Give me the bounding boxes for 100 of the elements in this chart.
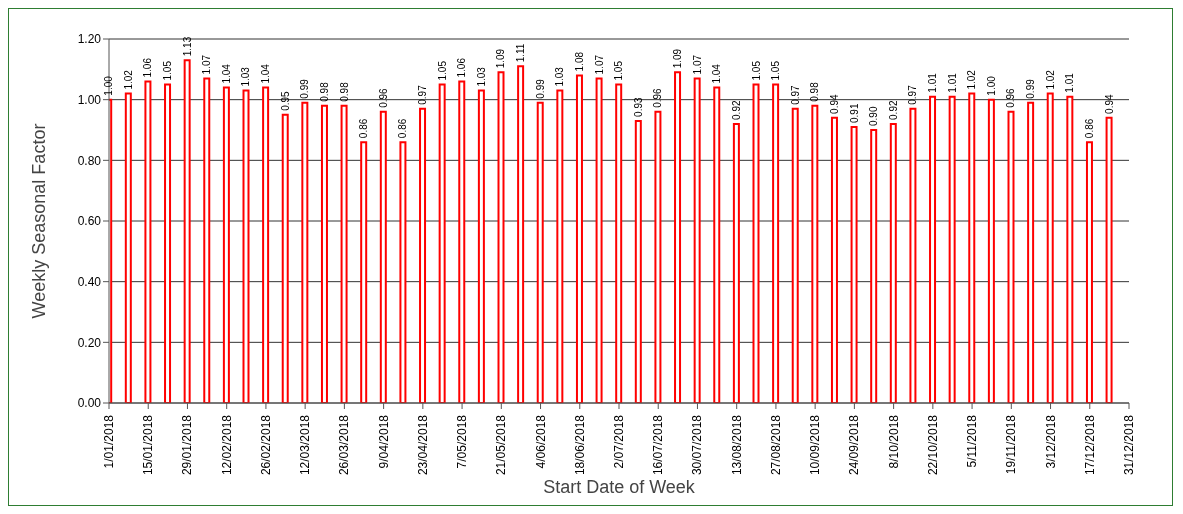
bar (654, 110, 662, 403)
bar (222, 86, 230, 403)
data-label: 0.96 (652, 87, 664, 108)
data-label: 1.04 (260, 63, 272, 84)
data-label: 0.93 (632, 97, 644, 117)
data-label: 0.97 (417, 84, 429, 105)
data-label: 1.08 (573, 51, 585, 72)
data-label: 1.06 (456, 57, 468, 78)
data-label: 1.09 (495, 48, 507, 69)
data-label: 0.94 (1103, 93, 1115, 114)
bar (987, 98, 995, 403)
x-tick-label: 8/10/2018 (886, 414, 901, 469)
bar (164, 83, 172, 403)
data-label: 1.02 (966, 69, 978, 90)
bar (732, 122, 740, 403)
data-label: 1.01 (946, 72, 958, 93)
x-tick-label: 12/02/2018 (219, 414, 234, 476)
x-tick-label: 15/01/2018 (141, 414, 156, 476)
x-tick-label: 31/12/2018 (1122, 414, 1136, 476)
y-tick-label: 0.40 (77, 274, 102, 289)
bar (536, 101, 544, 403)
bar (340, 104, 348, 403)
data-label: 0.95 (279, 90, 291, 111)
data-label: 1.03 (240, 66, 252, 87)
bar (811, 104, 819, 403)
y-tick-label: 0.80 (77, 153, 102, 168)
x-tick-label: 9/04/2018 (376, 414, 391, 469)
bar (889, 122, 897, 403)
data-label: 1.13 (181, 36, 193, 57)
bar (556, 89, 564, 403)
bar (124, 92, 132, 403)
bar (752, 83, 760, 403)
x-tick-label: 7/05/2018 (455, 414, 470, 469)
bar (870, 129, 878, 403)
data-label: 0.98 (809, 81, 821, 102)
data-label: 1.05 (162, 60, 174, 81)
x-tick-label: 10/09/2018 (808, 414, 823, 476)
bar (242, 89, 250, 403)
x-tick-label: 2/07/2018 (612, 414, 626, 469)
bar (830, 116, 838, 403)
bar (948, 95, 956, 403)
bar (634, 119, 642, 403)
bar (791, 107, 799, 403)
bar (1085, 141, 1093, 403)
bar (1105, 116, 1113, 403)
bar (1027, 101, 1035, 403)
x-tick-label: 19/11/2018 (1004, 414, 1019, 475)
bar (360, 141, 368, 403)
data-label: 0.99 (534, 78, 546, 99)
data-label: 1.05 (770, 60, 782, 81)
x-tick-label: 17/12/2018 (1082, 414, 1097, 476)
data-label: 1.06 (142, 57, 154, 78)
data-label: 1.01 (927, 72, 939, 93)
x-axis-title: Start Date of Week (543, 477, 696, 497)
bar (399, 141, 407, 403)
bar (183, 59, 191, 403)
data-label: 1.05 (750, 60, 762, 81)
bar (144, 80, 152, 403)
data-label: 1.00 (103, 75, 115, 96)
data-label: 0.99 (1025, 78, 1037, 99)
data-label: 1.02 (1044, 69, 1056, 90)
x-tick-label: 22/10/2018 (925, 414, 940, 476)
data-label: 1.01 (1064, 72, 1076, 93)
data-label: 0.96 (1005, 87, 1017, 108)
x-tick-label: 23/04/2018 (415, 414, 430, 476)
data-label: 0.86 (1083, 118, 1095, 139)
bar (850, 125, 858, 403)
x-tick-label: 3/12/2018 (1043, 414, 1058, 469)
bar (203, 77, 211, 403)
data-label: 0.91 (848, 103, 860, 123)
data-label: 0.86 (397, 118, 409, 139)
data-label: 1.09 (672, 48, 684, 69)
data-label: 1.03 (475, 66, 487, 87)
y-axis-title: Weekly Seasonal Factor (29, 123, 50, 319)
y-tick-label: 1.20 (77, 32, 102, 47)
data-label: 1.03 (554, 66, 566, 87)
data-label: 0.92 (887, 100, 899, 120)
data-label: 0.97 (789, 84, 801, 105)
x-tick-label: 21/05/2018 (494, 414, 509, 476)
data-label: 1.07 (691, 54, 703, 75)
bar (968, 92, 976, 403)
data-label: 0.94 (828, 93, 840, 114)
x-tick-label: 26/03/2018 (337, 414, 352, 476)
bar (615, 83, 623, 403)
x-tick-label: 29/01/2018 (180, 414, 195, 476)
y-tick-label: 0.60 (77, 214, 102, 229)
bar (301, 101, 309, 403)
bar (477, 89, 485, 403)
x-tick-label: 16/07/2018 (651, 414, 666, 476)
data-label: 1.07 (593, 54, 605, 75)
data-label: 1.04 (220, 63, 232, 84)
data-label: 1.02 (122, 69, 134, 90)
bar (458, 80, 466, 403)
bar (320, 104, 328, 403)
bar (929, 95, 937, 403)
bar (419, 107, 427, 403)
bar (909, 107, 917, 403)
x-tick-label: 5/11/2018 (965, 414, 980, 468)
x-tick-label: 26/02/2018 (258, 414, 273, 476)
data-label: 1.07 (201, 54, 213, 75)
